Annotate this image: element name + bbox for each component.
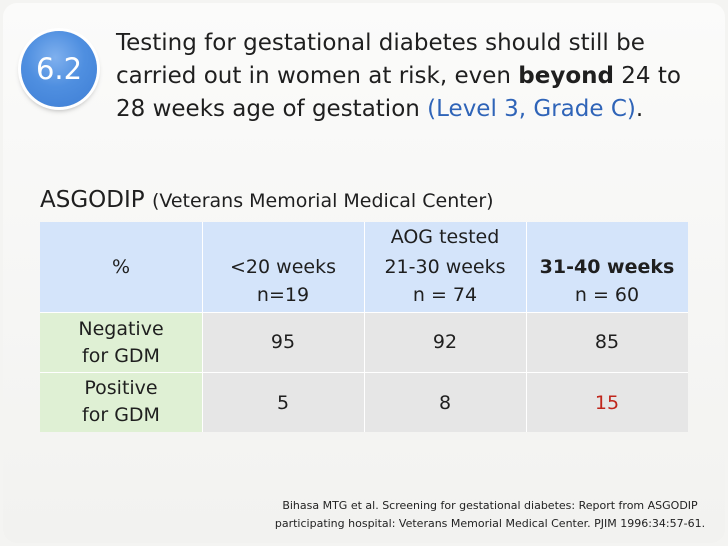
row-label-background: [40, 372, 202, 432]
badge-number: 6.2: [35, 52, 83, 86]
table-cell-highlight: 15: [594, 392, 620, 414]
column-header-lt20: <20 weeks n=19: [202, 253, 364, 309]
column-label: 31-40 weeks: [539, 256, 675, 278]
row-label-line: for GDM: [82, 404, 160, 426]
recommendation-statement: Testing for gestational diabetes should …: [116, 27, 696, 126]
column-label: 21-30 weeks: [384, 256, 506, 278]
row-label-background: [40, 312, 202, 372]
table-cell: 8: [438, 392, 452, 414]
column-sample-size: n=19: [256, 284, 310, 306]
column-divider: [526, 222, 527, 432]
column-sample-size: n = 60: [574, 284, 640, 306]
row-divider: [40, 372, 688, 373]
column-sample-size: n = 74: [412, 284, 478, 306]
citation: Bihasa MTG et al. Screening for gestatio…: [250, 497, 728, 533]
group-header: AOG tested: [390, 226, 500, 248]
column-label: <20 weeks: [230, 256, 336, 278]
row-label-line: Positive: [84, 377, 158, 399]
table-cell: 5: [276, 392, 290, 414]
headline-line-1: Testing for gestational diabetes should …: [116, 30, 645, 56]
headline-line-2: carried out in women at risk, even beyon…: [116, 60, 696, 93]
column-header-21-30: 21-30 weeks n = 74: [364, 253, 526, 309]
column-header-31-40: 31-40 weeks n = 60: [526, 253, 688, 309]
corner-header: %: [111, 256, 131, 278]
study-title: ASGODIP (Veterans Memorial Medical Cente…: [40, 187, 494, 213]
column-divider: [364, 222, 365, 432]
table-cell: 85: [594, 331, 620, 353]
row-label-negative: Negative for GDM: [40, 316, 202, 370]
recommendation-number-badge: 6.2: [21, 31, 97, 107]
row-label-positive: Positive for GDM: [40, 375, 202, 429]
column-divider: [202, 222, 203, 432]
row-label-line: Negative: [78, 318, 164, 340]
headline-text: 24 to: [613, 63, 681, 89]
table-cell: 92: [432, 331, 458, 353]
citation-line-1: Bihasa MTG et al. Screening for gestatio…: [282, 499, 698, 512]
study-site: (Veterans Memorial Medical Center): [151, 190, 494, 212]
headline-text: carried out in women at risk, even: [116, 63, 519, 89]
row-label-line: for GDM: [82, 345, 160, 367]
headline-text: 28 weeks age of gestation: [116, 96, 428, 122]
table-cell: 95: [270, 331, 296, 353]
headline-text: .: [635, 96, 644, 122]
study-name: ASGODIP: [40, 187, 145, 213]
headline-line-3: 28 weeks age of gestation (Level 3, Grad…: [116, 93, 696, 126]
results-table: % AOG tested <20 weeks n=19 21-30 weeks …: [40, 222, 688, 432]
evidence-level: (Level 3, Grade C): [427, 96, 636, 122]
headline-emphasis: beyond: [518, 63, 614, 89]
row-divider: [40, 312, 688, 313]
citation-line-2: participating hospital: Veterans Memoria…: [274, 517, 706, 530]
